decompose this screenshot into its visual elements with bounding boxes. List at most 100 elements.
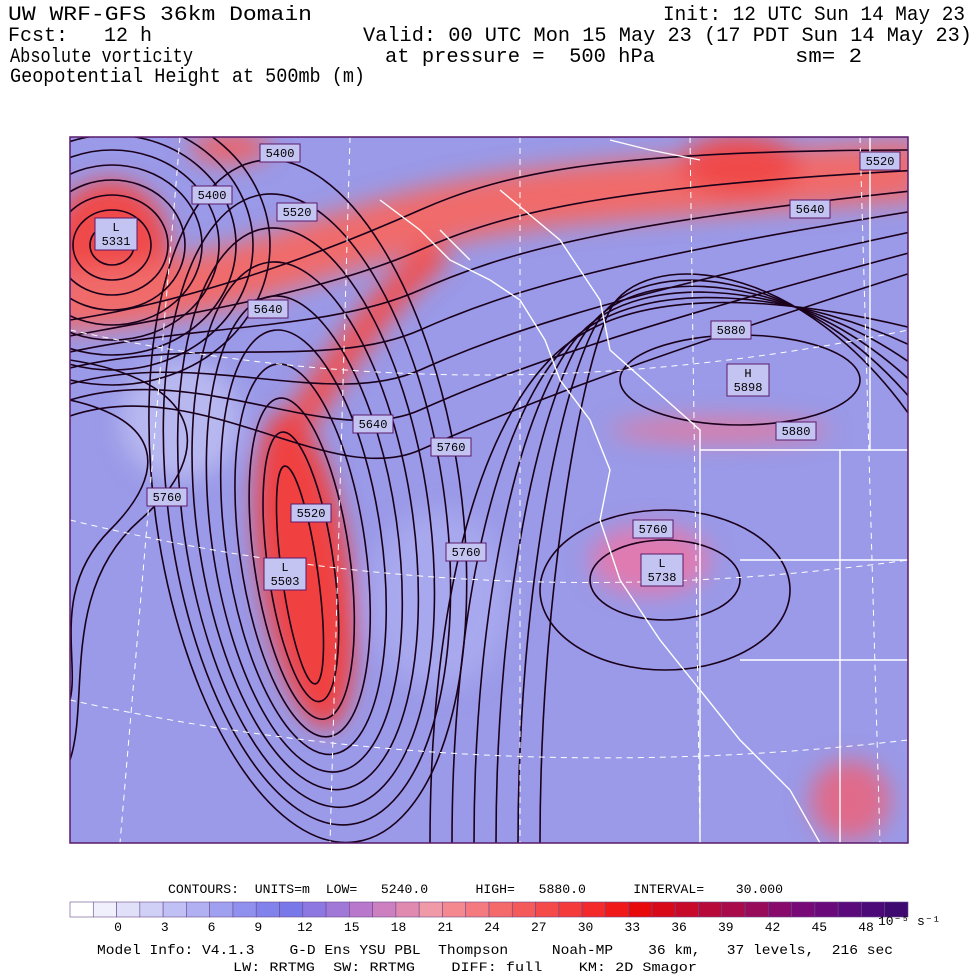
height-contours: [70, 137, 908, 843]
smoothing: sm= 2: [795, 46, 862, 69]
colorbar-swatch: [791, 901, 816, 918]
pressure-level: at pressure = 500 hPa: [385, 46, 655, 69]
contour-line: [70, 399, 149, 701]
contour-line: [70, 137, 271, 386]
contour-label-box: [710, 320, 752, 340]
model-info: Model Info: V4.1.3 G-D Ens YSU PBL Thomp…: [97, 943, 893, 959]
contour-labels: 5400 5400 5520 5520 5640 5640 5640 5760 5760 5760…: [94, 143, 901, 591]
colorbar-swatch: [465, 901, 490, 918]
contour-line: [539, 273, 908, 843]
contour-label-box: [859, 151, 901, 171]
contour-line: [70, 149, 908, 321]
colorbar-tick-label: 6: [208, 920, 216, 935]
contour-line: [219, 329, 388, 756]
pressure-center-box: [94, 217, 138, 251]
contour-line: [70, 179, 186, 311]
colorbar-tick-label: 30: [578, 920, 594, 935]
colorbar-swatch: [162, 901, 187, 918]
center-type: H: [744, 367, 751, 381]
colorbar-swatch: [814, 901, 839, 918]
colorbar-tick-label: 48: [858, 920, 874, 935]
contour-label: 5880: [717, 324, 746, 338]
contour-label-box: [352, 414, 394, 434]
contour-label-box: [445, 542, 487, 562]
contour-label-box: [290, 503, 332, 523]
contour-line: [70, 273, 908, 460]
pressure-center-box: [263, 557, 307, 591]
colorbar-swatch: [768, 901, 792, 918]
colorbar-units: 10⁻⁵ s⁻¹: [878, 914, 940, 929]
contour-label-box: [430, 437, 472, 457]
contour-line: [70, 190, 908, 353]
colorbar-swatch: [884, 901, 909, 918]
contour-label: 5520: [297, 507, 326, 521]
contour-label-box: [276, 202, 318, 222]
colorbar: 0 3 6 9 12 15 18 21 24 27 30 33 36 39 42 45 48: [69, 901, 909, 935]
contour-label: 5760: [437, 441, 466, 455]
colorbar-tick-label: 45: [811, 920, 827, 935]
contour-label-box: [632, 519, 674, 539]
colorbar-tick-label: 21: [437, 920, 453, 935]
contour-line: [70, 169, 908, 337]
colorbar-swatch: [418, 901, 443, 918]
contour-field: Geopotential Height at 500mb (m): [10, 66, 365, 89]
colorbar-swatch: [139, 901, 164, 918]
center-type: L: [658, 557, 665, 571]
contour-label-box: [247, 299, 289, 319]
valid-time: Valid: 00 UTC Mon 15 May 23 (17 PDT Sun …: [363, 25, 972, 48]
contour-line: [191, 261, 420, 791]
map-area: 5400 5400 5520 5520 5640 5640 5640 5760 5760 5760…: [70, 137, 908, 843]
colorbar-swatch: [255, 901, 280, 918]
colorbar-tick-label: 3: [161, 920, 169, 935]
contour-label-box: [789, 199, 831, 219]
colorbar-swatch: [442, 901, 467, 918]
contour-label: 5520: [283, 206, 312, 220]
contour-line: [589, 539, 741, 621]
colorbar-swatch: [674, 901, 699, 918]
colorbar-swatch: [511, 901, 536, 918]
contour-label: 5880: [782, 425, 811, 439]
contour-label: 5640: [796, 203, 825, 217]
contour-label: 5400: [266, 147, 295, 161]
colorbar-swatch: [558, 901, 583, 918]
contour-line: [70, 149, 220, 341]
colorbar-tick-label: 9: [254, 920, 262, 935]
colorbar-swatch: [349, 901, 373, 918]
colorbar-swatch: [581, 901, 606, 918]
contour-label: 5640: [254, 303, 283, 317]
colorbar-tick-label: 15: [344, 920, 360, 935]
contour-line: [72, 209, 152, 281]
colorbar-tick-label: 42: [765, 920, 781, 935]
contour-line: [70, 137, 237, 356]
contour-line: [70, 252, 908, 422]
colorbar-tick-label: 27: [531, 920, 547, 935]
colorbar-swatch: [325, 901, 350, 918]
colorbar-swatch: [535, 901, 560, 918]
pressure-center-box: [640, 553, 684, 587]
coastlines: [379, 137, 908, 843]
init-time: Init: 12 UTC Sun 14 May 23: [663, 4, 965, 27]
colorbar-tick-label: 0: [114, 920, 122, 935]
center-type: L: [112, 221, 119, 235]
colorbar-swatch: [116, 901, 141, 918]
contour-label: 5400: [198, 189, 227, 203]
physics-info: LW: RRTMG SW: RRTMG DIFF: full KM: 2D Sm…: [233, 960, 697, 975]
center-type: L: [281, 561, 288, 575]
contour-label-box: [259, 143, 301, 163]
colorbar-tick-label: 33: [624, 920, 640, 935]
contour-label: 5520: [866, 155, 895, 169]
contour-label: 5760: [639, 523, 668, 537]
contour-line: [539, 509, 791, 671]
colorbar-swatch: [372, 901, 397, 918]
contour-line: [473, 291, 908, 843]
contour-label-box: [775, 421, 817, 441]
center-value: 5331: [102, 235, 131, 249]
colorbar-swatch: [628, 901, 653, 918]
colorbar-tick-label: 39: [718, 920, 734, 935]
contour-line: [176, 227, 436, 809]
colorbar-swatch: [302, 901, 327, 918]
center-value: 5898: [734, 381, 763, 395]
colorbar-swatch: [837, 901, 862, 918]
